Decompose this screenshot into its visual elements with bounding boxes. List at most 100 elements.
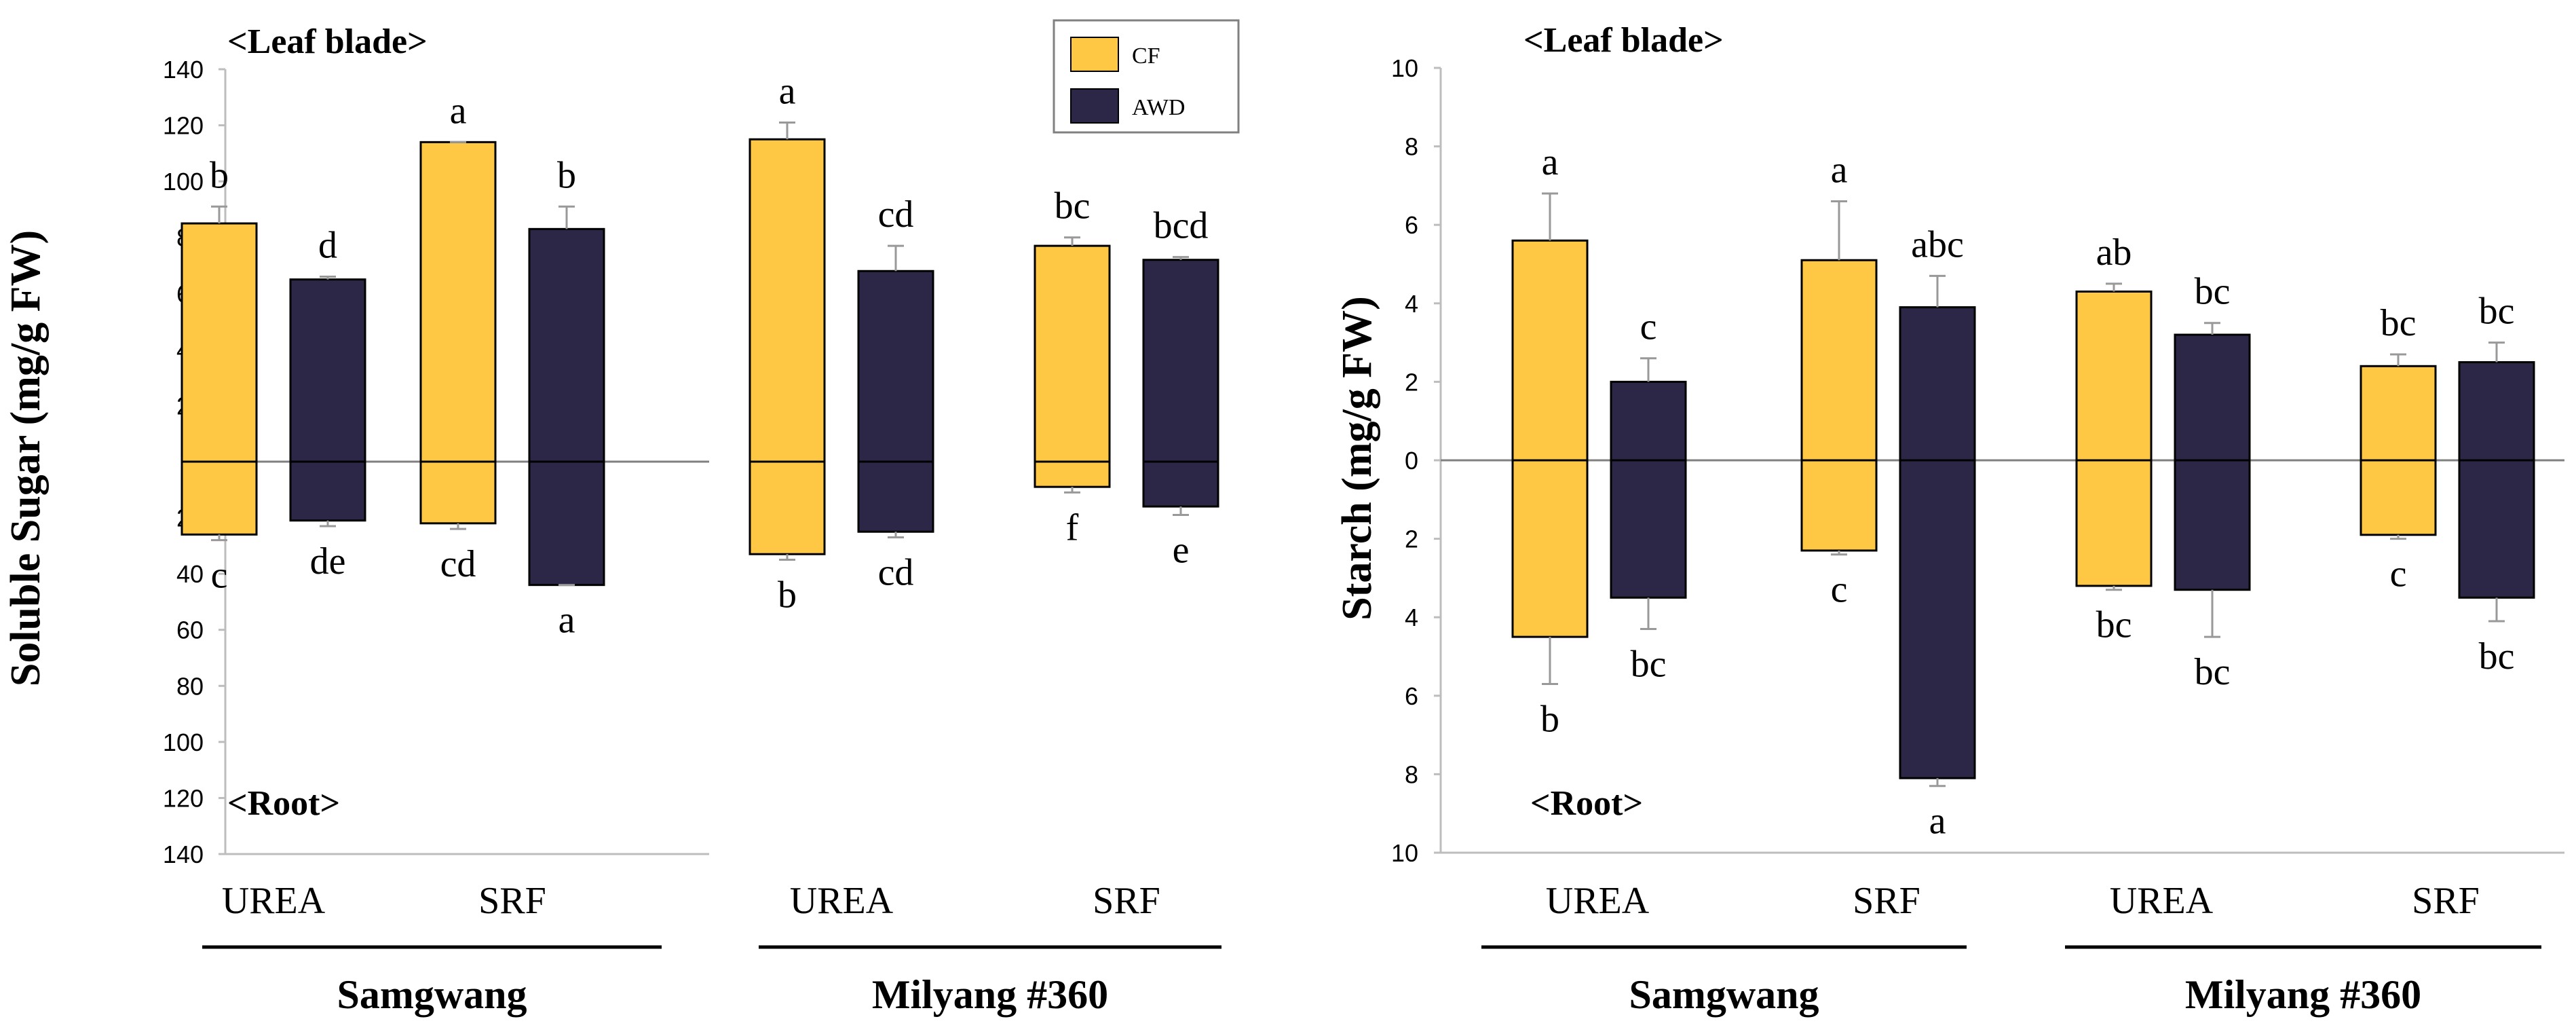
y-axis-title: Soluble Sugar (mg/g FW) (3, 230, 49, 686)
y-tick-label: 6 (1405, 211, 1418, 239)
bar-awd-root (289, 460, 366, 522)
category-label: SRF (1093, 880, 1160, 922)
y-tick-label: 6 (1405, 682, 1418, 710)
significance-letter: b (1540, 698, 1559, 740)
group-label: Samgwang (1629, 972, 1819, 1017)
significance-letter: bc (1631, 644, 1667, 686)
legend-label-cf: CF (1132, 43, 1160, 69)
significance-letter: c (1640, 306, 1657, 348)
bar-cf-leaf (1034, 244, 1111, 463)
bar-cf-root (419, 460, 497, 525)
y-tick-label: 120 (163, 112, 204, 140)
bar-awd-root (1899, 459, 1976, 779)
bar-cf-leaf (2075, 290, 2153, 462)
category-label: UREA (1546, 880, 1650, 922)
y-tick-label: 4 (1405, 604, 1418, 631)
bar-awd-leaf (1899, 306, 1976, 462)
bar-cf-leaf (1800, 259, 1878, 462)
significance-letter: b (210, 154, 229, 196)
legend-swatch-awd (1070, 88, 1119, 124)
significance-letter: cd (878, 551, 914, 593)
y-tick-label: 140 (163, 840, 204, 868)
significance-letter: c (1831, 569, 1848, 611)
bar-cf-root (1800, 459, 1878, 552)
leaf-blade-label: <Leaf blade> (1523, 21, 1724, 60)
significance-letter: de (310, 540, 346, 582)
y-tick-label: 100 (163, 728, 204, 756)
category-label: SRF (1853, 880, 1920, 922)
significance-letter: f (1066, 506, 1079, 549)
bar-awd-leaf (289, 278, 366, 463)
y-tick-label: 0 (1405, 447, 1418, 475)
significance-letter: bc (1055, 185, 1091, 227)
significance-letter: bc (2195, 651, 2231, 693)
y-tick-label: 10 (1391, 839, 1418, 867)
category-label: UREA (790, 880, 894, 922)
legend: CF AWD (1053, 19, 1240, 134)
y-axis-title: Starch (mg/g FW) (1334, 296, 1380, 621)
y-tick-label: 4 (1405, 290, 1418, 318)
y-tick-label: 60 (176, 616, 204, 644)
significance-letter: e (1173, 529, 1190, 571)
bar-awd-root (2174, 459, 2251, 591)
bar-awd-root (1610, 459, 1687, 599)
significance-letter: bc (2479, 635, 2515, 678)
y-tick-label: 80 (176, 672, 204, 700)
bar-cf-root (2360, 459, 2437, 536)
bar-cf-leaf (2360, 365, 2437, 462)
significance-letter: abc (1911, 223, 1964, 265)
significance-letter: bc (2195, 271, 2231, 313)
y-tick-label: 10 (1391, 54, 1418, 82)
bar-cf-leaf (1511, 239, 1589, 462)
category-label: UREA (2110, 880, 2214, 922)
y-tick-label: 8 (1405, 760, 1418, 788)
significance-letter: a (779, 70, 796, 112)
soluble-sugar-chart: 14012010080604020020406080100120140Solub… (3, 22, 1221, 1017)
significance-letter: cd (878, 193, 914, 236)
root-label: <Root> (1530, 784, 1643, 823)
bar-awd-leaf (1610, 380, 1687, 462)
bar-cf-leaf (419, 141, 497, 463)
bar-awd-root (528, 460, 605, 587)
bar-cf-root (1511, 459, 1589, 638)
significance-letter: bcd (1154, 205, 1209, 247)
significance-letter: b (557, 154, 576, 196)
y-tick-label: 140 (163, 56, 204, 84)
significance-letter: b (778, 574, 797, 616)
significance-letter: bc (2096, 604, 2132, 646)
y-tick-label: 2 (1405, 368, 1418, 396)
leaf-blade-label: <Leaf blade> (227, 22, 428, 61)
bar-cf-root (1034, 460, 1111, 488)
bar-awd-root (857, 460, 934, 533)
significance-letter: a (450, 90, 467, 132)
bar-cf-root (2075, 459, 2153, 587)
bar-awd-leaf (2174, 333, 2251, 462)
bar-awd-leaf (2458, 361, 2535, 462)
significance-letter: bc (2381, 302, 2417, 344)
category-label: SRF (478, 880, 546, 922)
y-tick-label: 8 (1405, 133, 1418, 161)
legend-swatch-cf (1070, 37, 1119, 72)
significance-letter: a (558, 599, 575, 642)
bar-cf-root (181, 460, 258, 536)
significance-letter: bc (2479, 291, 2515, 333)
bar-cf-leaf (749, 138, 826, 463)
starch-chart: 10 8 6 4 2 0 2 4 6 8 10 Starch (mg/g FW) <Leaf blade… (1334, 21, 2564, 1017)
y-tick-label: 120 (163, 784, 204, 812)
significance-letter: a (1929, 800, 1946, 843)
significance-letter: ab (2096, 232, 2132, 274)
group-label: Milyang #360 (872, 972, 1108, 1017)
bar-awd-root (1142, 460, 1219, 508)
root-label: <Root> (227, 784, 340, 823)
y-tick-label: 2 (1405, 525, 1418, 553)
category-label: UREA (222, 880, 326, 922)
y-tick-label: 40 (176, 560, 204, 588)
significance-letter: d (318, 225, 337, 267)
bar-awd-leaf (857, 270, 934, 463)
significance-letter: a (1831, 149, 1848, 191)
y-tick-label: 100 (163, 168, 204, 196)
significance-letter: c (211, 555, 228, 597)
legend-label-awd: AWD (1132, 95, 1185, 120)
significance-letter: a (1542, 141, 1559, 183)
